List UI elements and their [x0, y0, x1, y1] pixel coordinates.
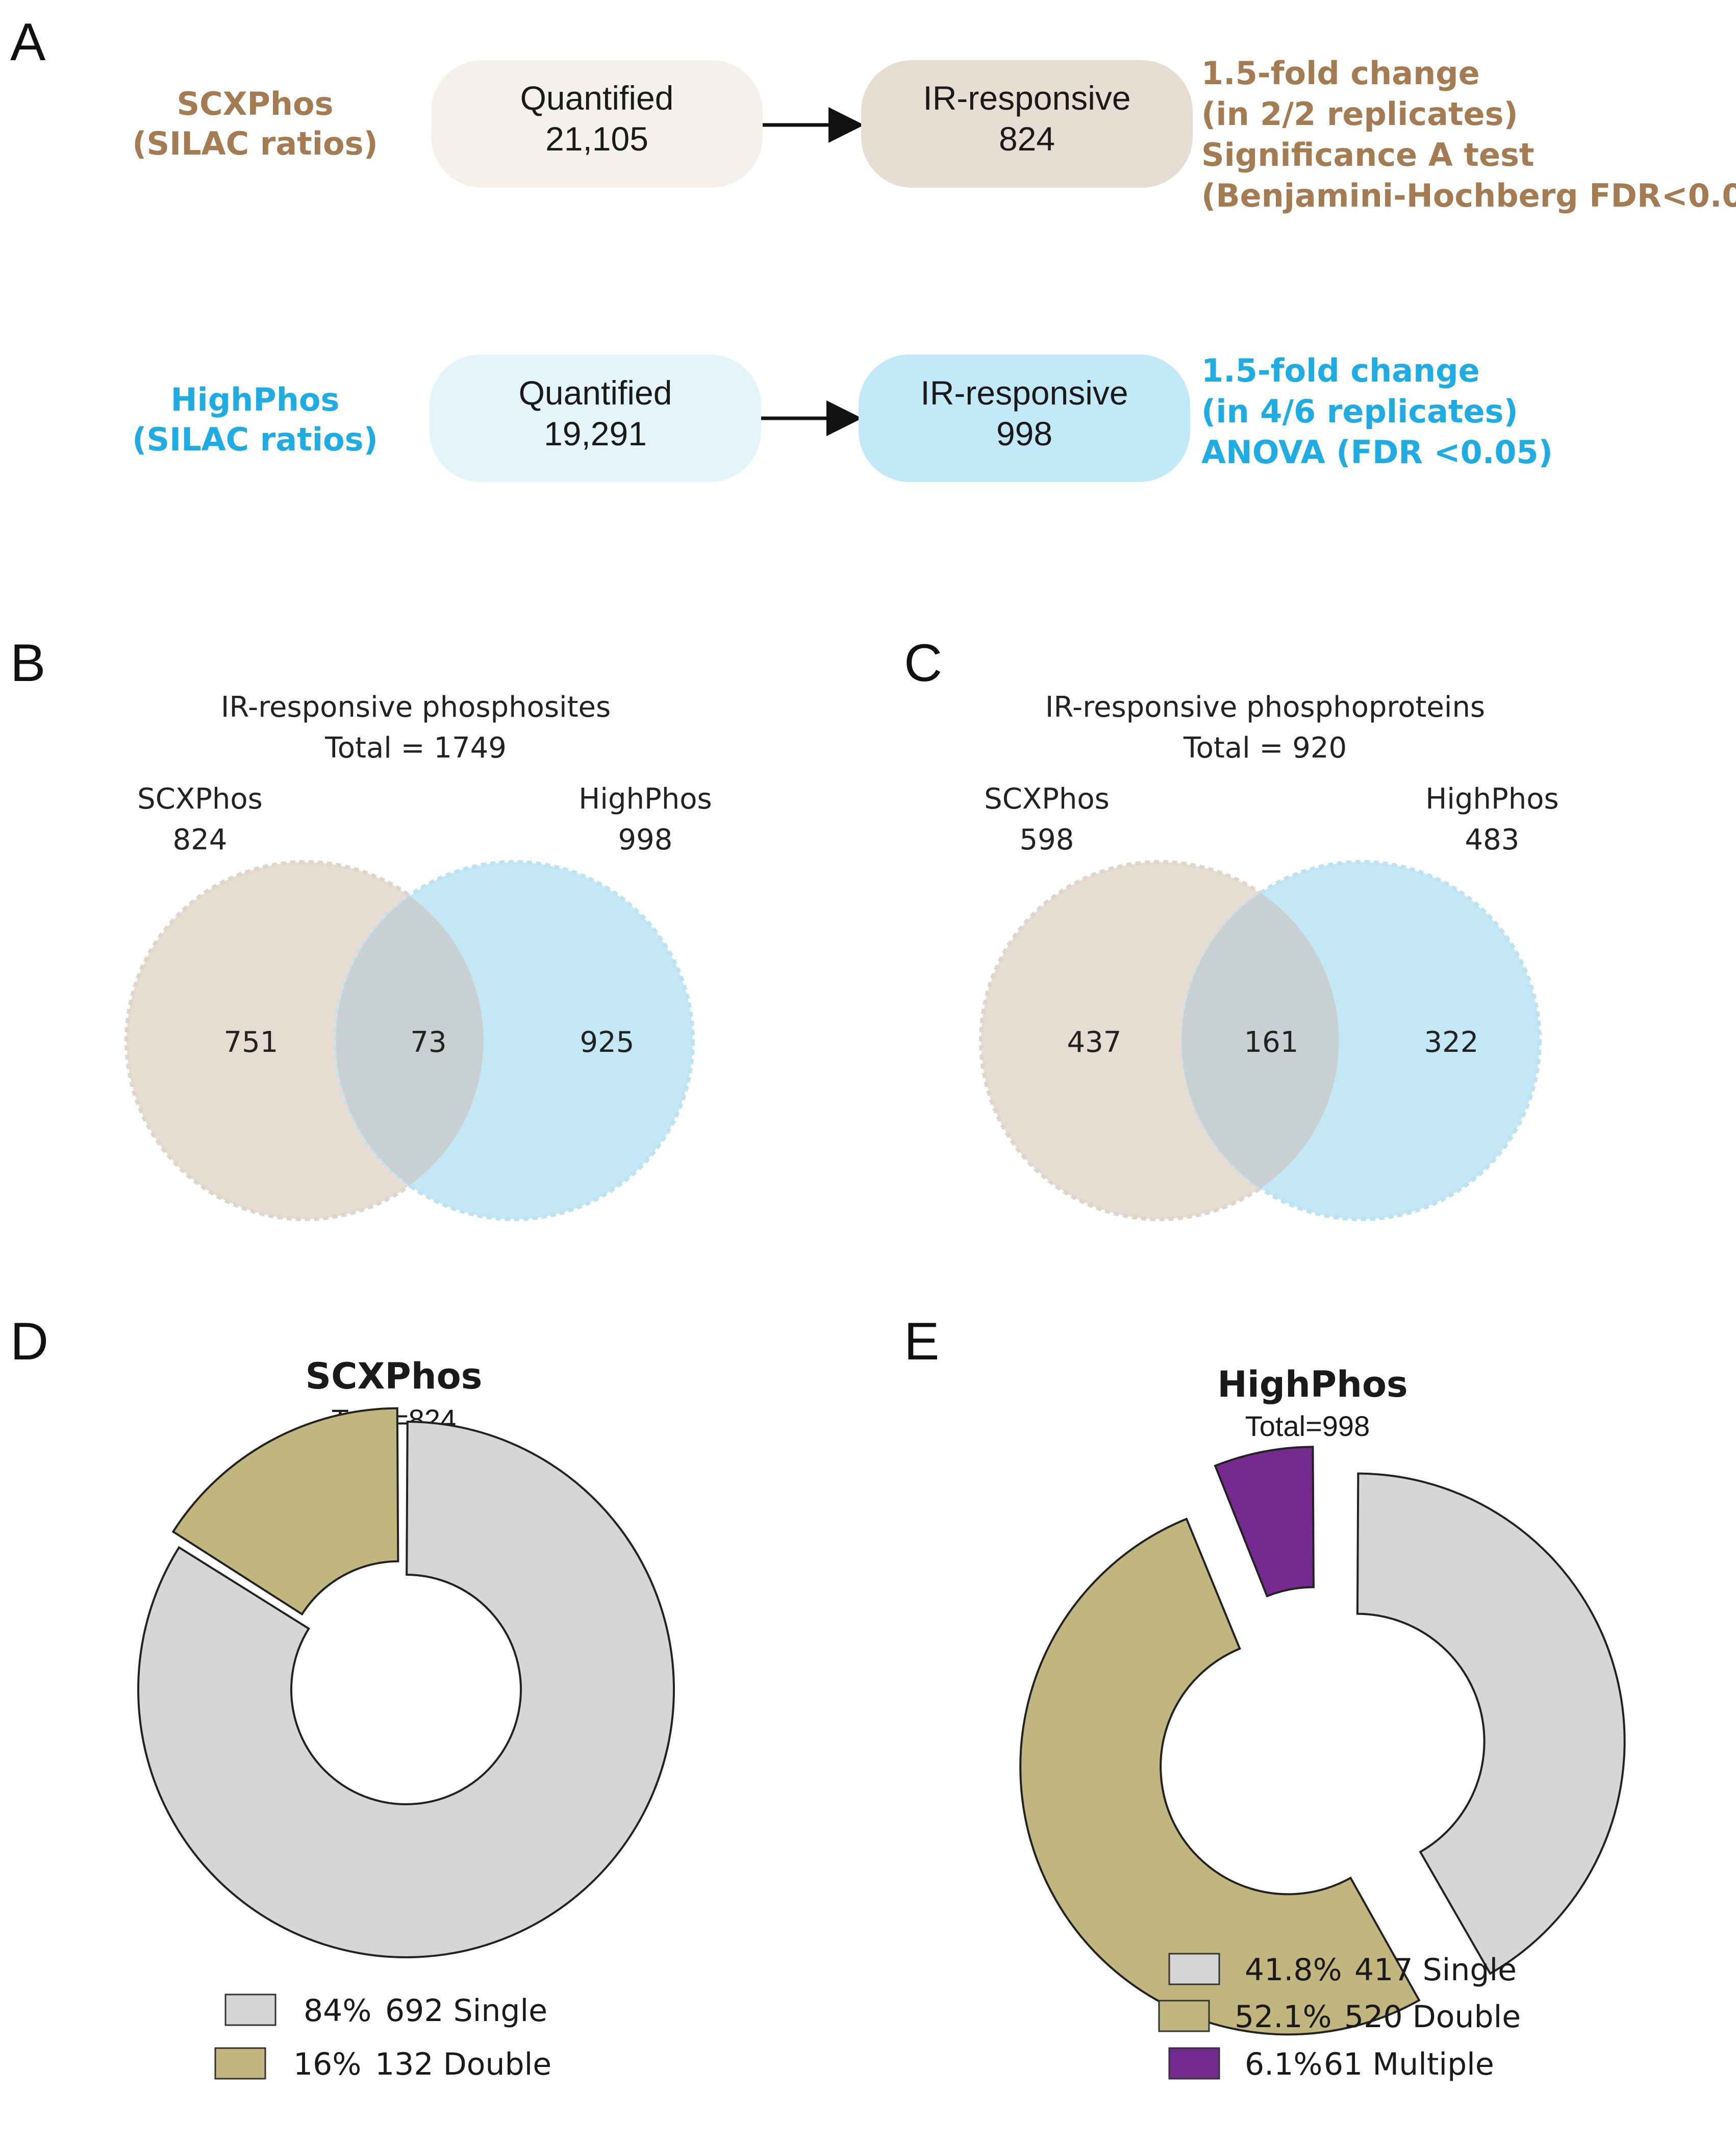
pie-e-title: HighPhos [1217, 1364, 1407, 1405]
flow-high-sub: (SILAC ratios) [132, 421, 378, 458]
scx-criterion-4: (Benjamini-Hochberg FDR<0.05) [1201, 177, 1736, 214]
panel-letter-a: A [10, 13, 46, 72]
venn-c-title: IR-responsive phosphoproteins [1045, 691, 1485, 724]
legend-e-count-double: 520 Double [1344, 1999, 1521, 2035]
pie-e-legend: 41.8% 417 Single 52.1% 520 Double 6.1% 6… [1158, 1952, 1521, 2082]
scx-criterion-3: Significance A test [1201, 136, 1534, 173]
panel-letter-b: B [10, 634, 45, 693]
pie-d-title: SCXPhos [306, 1355, 483, 1397]
high-box1-line2: 19,291 [544, 415, 647, 452]
venn-c-total: Total = 920 [1183, 731, 1347, 765]
flow-row-highphos: HighPhos (SILAC ratios) Quantified 19,29… [132, 352, 1553, 482]
legend-e-swatch-single [1168, 1953, 1220, 1985]
legend-e-pct-double: 52.1% [1235, 1999, 1332, 2035]
flow-scx-name: SCXPhos [177, 85, 333, 122]
venn-b-overlap-value: 73 [410, 1026, 446, 1059]
scx-quantified-box [431, 60, 763, 188]
venn-phosphoproteins: IR-responsive phosphoproteins Total = 92… [979, 691, 1559, 1221]
panel-letter-c: C [904, 634, 942, 693]
scx-box1-line1: Quantified [520, 79, 674, 117]
high-box2-line2: 998 [996, 415, 1052, 452]
flow-scx-sub: (SILAC ratios) [132, 125, 378, 162]
scx-box1-line2: 21,105 [545, 120, 648, 158]
panel-letter-d: D [10, 1312, 48, 1371]
pie-e-subtitle: Total=998 [1245, 1410, 1370, 1442]
legend-e-swatch-multiple [1168, 2047, 1220, 2080]
scx-criterion-2: (in 2/2 replicates) [1201, 95, 1518, 133]
legend-e-pct-multiple: 6.1% [1245, 2047, 1322, 2082]
venn-c-overlap [1181, 893, 1339, 1189]
venn-c-right-only: 322 [1424, 1026, 1479, 1059]
legend-e-pct-single: 41.8% [1245, 1952, 1342, 1988]
venn-c-left-size: 598 [1020, 823, 1074, 856]
legend-d-pct-double: 16% [293, 2047, 361, 2082]
high-criterion-2: (in 4/6 replicates) [1201, 393, 1518, 430]
pie-e-slice-multiple [1214, 1446, 1315, 1598]
legend-e-count-single: 417 Single [1354, 1952, 1517, 1988]
flow-row-scxphos: SCXPhos (SILAC ratios) Quantified 21,105… [132, 55, 1736, 214]
venn-c-overlap-value: 161 [1244, 1026, 1299, 1059]
scx-responsive-box [861, 60, 1193, 188]
legend-d-pct-single: 84% [304, 1993, 371, 2029]
venn-b-right-name: HighPhos [578, 783, 712, 816]
flow-high-name: HighPhos [171, 381, 340, 418]
pie-scxphos [137, 1407, 675, 1958]
high-criterion-3: ANOVA (FDR <0.05) [1201, 434, 1553, 471]
venn-b-overlap [336, 896, 484, 1185]
high-criterion-1: 1.5-fold change [1201, 352, 1480, 389]
high-box1-line1: Quantified [519, 374, 672, 412]
venn-b-right-only: 925 [580, 1026, 635, 1059]
scx-box2-line1: IR-responsive [923, 79, 1130, 117]
venn-b-title: IR-responsive phosphosites [221, 691, 611, 724]
venn-b-left-only: 751 [224, 1026, 279, 1059]
legend-d-count-single: 692 Single [385, 1993, 547, 2029]
venn-c-right-name: HighPhos [1425, 783, 1558, 816]
venn-b-left-name: SCXPhos [137, 783, 263, 816]
pie-d-slice-double [171, 1407, 399, 1616]
high-box2-line1: IR-responsive [920, 374, 1128, 412]
venn-c-right-size: 483 [1465, 823, 1520, 856]
pie-d-legend: 84% 692 Single 16% 132 Double [214, 1993, 551, 2082]
legend-e-swatch-double [1158, 2000, 1210, 2032]
venn-b-left-size: 824 [173, 823, 228, 856]
venn-phosphosites: IR-responsive phosphosites Total = 1749 … [124, 691, 712, 1221]
venn-b-right-size: 998 [618, 823, 673, 856]
venn-b-total: Total = 1749 [324, 731, 507, 765]
legend-d-swatch-single [224, 1993, 276, 2026]
venn-c-left-name: SCXPhos [984, 783, 1110, 816]
legend-e-count-multiple: 61 Multiple [1324, 2047, 1494, 2082]
scx-box2-line2: 824 [999, 120, 1055, 158]
legend-d-count-double: 132 Double [375, 2047, 551, 2082]
pie-d-slice-single [137, 1420, 675, 1958]
scx-criterion-1: 1.5-fold change [1201, 55, 1480, 92]
pie-e-slice-single [1356, 1472, 1626, 1975]
legend-d-swatch-double [214, 2047, 266, 2080]
high-quantified-box [430, 355, 761, 482]
panel-letter-e: E [904, 1312, 939, 1371]
pie-highphos [1019, 1446, 1626, 2036]
high-responsive-box [859, 355, 1190, 482]
venn-c-left-only: 437 [1067, 1026, 1122, 1059]
